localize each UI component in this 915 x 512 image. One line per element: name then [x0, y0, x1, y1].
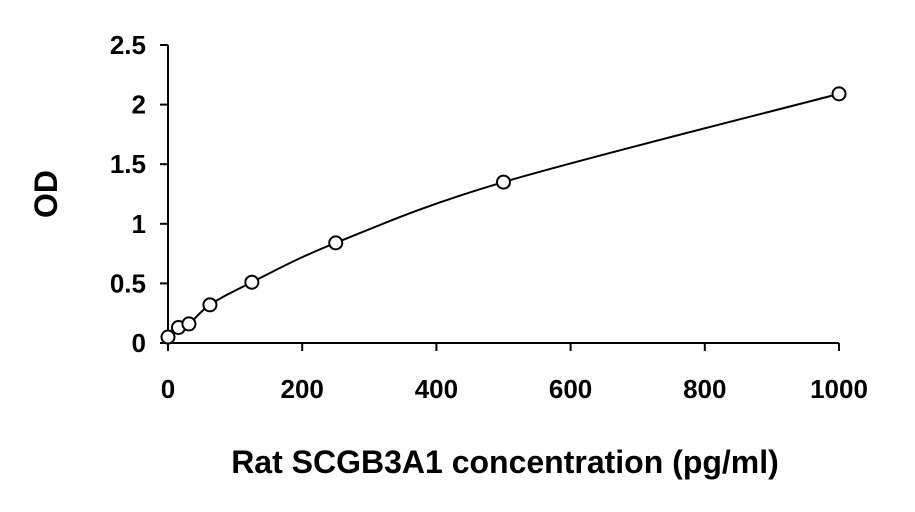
x-tick-label: 800: [683, 374, 726, 404]
x-axis-ticks: 0 200 400 600 800 1000: [161, 343, 868, 404]
y-tick-label: 2.5: [110, 30, 146, 60]
x-tick-label: 400: [415, 374, 458, 404]
y-axis-ticks: 0 0.5 1 1.5 2 2.5: [110, 30, 168, 358]
x-axis-title: Rat SCGB3A1 concentration (pg/ml): [231, 444, 779, 480]
data-point: [831, 86, 847, 102]
y-tick-label: 0: [132, 328, 146, 358]
x-tick-label: 0: [161, 374, 175, 404]
y-tick-label: 1: [132, 209, 146, 239]
x-tick-label: 1000: [810, 374, 868, 404]
y-axis-title: OD: [28, 170, 64, 218]
data-point: [160, 329, 176, 345]
plot-area: 0 0.5 1 1.5 2 2.5 0 200 400 600 800 1000: [110, 30, 868, 404]
x-tick-label: 600: [549, 374, 592, 404]
y-tick-label: 0.5: [110, 268, 146, 298]
data-point: [202, 297, 218, 313]
data-point: [496, 174, 511, 190]
y-tick-label: 2: [132, 90, 146, 120]
data-point: [328, 235, 344, 251]
x-tick-label: 200: [281, 374, 324, 404]
y-tick-label: 1.5: [110, 149, 146, 179]
data-point: [244, 274, 260, 290]
data-points: [160, 86, 847, 345]
trend-curve: [167, 92, 840, 338]
data-point: [181, 316, 197, 332]
